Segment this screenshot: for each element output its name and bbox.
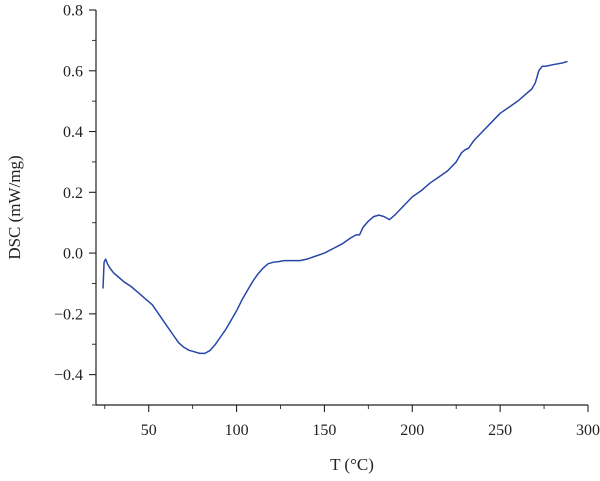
plot-area <box>102 60 568 355</box>
y-axis-title: DSC (mW/mg) <box>5 155 24 259</box>
x-tick-label: 150 <box>312 422 336 439</box>
y-tick-label: 0.6 <box>63 63 83 80</box>
axes <box>95 10 588 406</box>
x-tick-label: 50 <box>141 422 157 439</box>
y-ticks: −0.4 −0.2 0.0 0.2 0.4 0.6 0.8 <box>54 3 96 406</box>
y-tick-label: 0.8 <box>63 3 83 20</box>
x-tick-label: 200 <box>400 422 424 439</box>
x-ticks: 50 100 150 200 250 300 <box>104 405 600 439</box>
x-tick-label: 100 <box>225 422 249 439</box>
dsc-series-line <box>102 60 568 355</box>
x-tick-label: 250 <box>488 422 512 439</box>
x-tick-label: 300 <box>576 422 600 439</box>
x-axis-title: T (°C) <box>330 455 374 474</box>
y-tick-label: 0.4 <box>63 124 83 141</box>
y-tick-label: −0.2 <box>54 306 83 323</box>
y-tick-label: −0.4 <box>54 367 83 384</box>
y-tick-label: 0.2 <box>63 185 83 202</box>
y-tick-label: 0.0 <box>63 246 83 263</box>
